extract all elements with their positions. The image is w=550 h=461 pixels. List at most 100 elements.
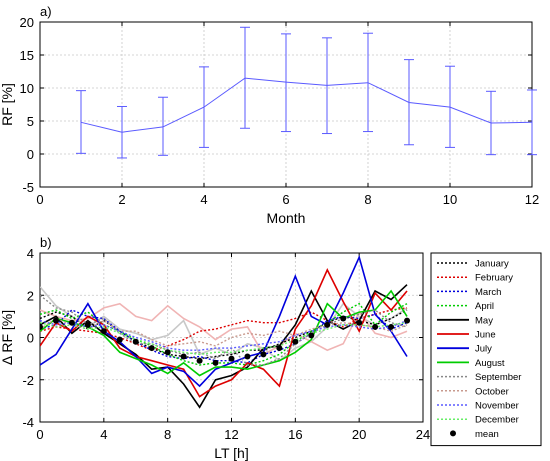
x-axis-label: Month <box>267 210 306 226</box>
y-tick-label: -4 <box>22 415 34 430</box>
x-tick-label: 8 <box>164 427 171 442</box>
error-bar <box>322 37 332 135</box>
mean-point <box>308 332 315 339</box>
mean-point <box>244 353 251 360</box>
y-tick-label: 2 <box>27 288 34 303</box>
series-line-december <box>40 322 408 356</box>
mean-point <box>196 357 203 364</box>
series-group <box>40 254 411 409</box>
error-bar <box>527 89 537 156</box>
series-line-unlabeled <box>40 302 408 356</box>
legend-item-december: December <box>437 415 519 426</box>
mean-point <box>40 323 43 330</box>
legend-item-june: June <box>437 330 496 341</box>
mean-point <box>164 349 171 356</box>
mean-point <box>404 317 411 324</box>
x-tick-label: 6 <box>282 192 289 207</box>
error-bar <box>76 90 86 154</box>
y-tick-label: -5 <box>22 180 34 195</box>
legend-label: August <box>475 358 505 369</box>
legend-item-january: January <box>437 259 509 270</box>
mean-point <box>52 317 59 324</box>
mean-point <box>324 321 331 328</box>
error-bar <box>486 90 496 156</box>
error-bar <box>404 59 414 146</box>
series-line-may <box>40 284 408 409</box>
x-axis-label: LT [h] <box>214 445 249 461</box>
mean-point <box>292 338 299 345</box>
legend: January February March April May June July Augu… <box>430 252 542 447</box>
legend-label: October <box>475 386 509 397</box>
legend-item-july: July <box>437 344 492 355</box>
mean-point <box>228 355 235 362</box>
error-bar <box>199 66 209 148</box>
legend-box <box>430 252 542 447</box>
mean-point <box>356 319 363 326</box>
mean-point <box>212 359 219 366</box>
mean-point <box>132 338 139 345</box>
y-tick-label: 0 <box>27 331 34 346</box>
mean-point <box>180 353 187 360</box>
x-tick-label: 20 <box>352 427 366 442</box>
x-tick-label: 0 <box>36 427 43 442</box>
mean-point <box>340 315 347 322</box>
legend-label: April <box>475 301 494 312</box>
legend-item-october: October <box>437 386 509 397</box>
error-bar <box>445 65 455 148</box>
legend-label: February <box>475 273 513 284</box>
y-axis-label: RF [%] <box>0 83 15 126</box>
y-tick-label: 15 <box>20 48 34 63</box>
error-bar <box>240 26 250 129</box>
y-tick-label: 5 <box>27 114 34 129</box>
x-tick-label: 8 <box>364 192 371 207</box>
series-line-july <box>40 254 408 388</box>
x-tick-label: 12 <box>525 192 539 207</box>
x-tick-label: 12 <box>224 427 238 442</box>
y-tick-label: -2 <box>22 373 34 388</box>
series-line-june <box>40 268 408 398</box>
legend-label: December <box>475 415 519 426</box>
legend-label: September <box>475 372 521 383</box>
legend-item-may: May <box>437 315 493 326</box>
legend-item-august: August <box>437 358 505 369</box>
monthly-mean-line <box>80 77 533 133</box>
legend-label: May <box>475 315 493 326</box>
error-bar <box>117 105 127 159</box>
panel-label: b) <box>40 235 52 250</box>
mean-point <box>388 323 395 330</box>
x-tick-label: 24 <box>416 427 430 442</box>
legend-item-november: November <box>437 401 519 412</box>
legend-label: mean <box>475 429 499 440</box>
legend-label: November <box>475 401 519 412</box>
mean-point <box>372 323 379 330</box>
legend-item-february: February <box>437 273 513 284</box>
mean-point <box>84 321 91 328</box>
error-bar <box>158 96 168 156</box>
error-bar <box>281 33 291 133</box>
x-tick-label: 4 <box>100 427 107 442</box>
legend-item-march: March <box>437 287 501 298</box>
mean-point <box>100 328 107 335</box>
legend-item-september: September <box>437 372 521 383</box>
x-tick-label: 10 <box>443 192 457 207</box>
x-tick-label: 2 <box>118 192 125 207</box>
x-tick-label: 16 <box>288 427 302 442</box>
legend-label: January <box>475 259 509 270</box>
y-tick-label: 0 <box>27 147 34 162</box>
y-tick-label: 4 <box>27 246 34 261</box>
mean-point <box>116 336 123 343</box>
panel-label: a) <box>40 4 52 19</box>
x-tick-label: 4 <box>200 192 207 207</box>
legend-swatch <box>450 430 456 437</box>
mean-point <box>260 351 267 358</box>
legend-item-mean: mean <box>450 429 499 440</box>
legend-label: July <box>475 344 492 355</box>
legend-item-april: April <box>437 301 494 312</box>
legend-label: June <box>475 330 496 341</box>
x-tick-label: 0 <box>36 192 43 207</box>
series-line-november <box>40 319 408 351</box>
mean-point <box>148 345 155 352</box>
legend-label: March <box>475 287 501 298</box>
